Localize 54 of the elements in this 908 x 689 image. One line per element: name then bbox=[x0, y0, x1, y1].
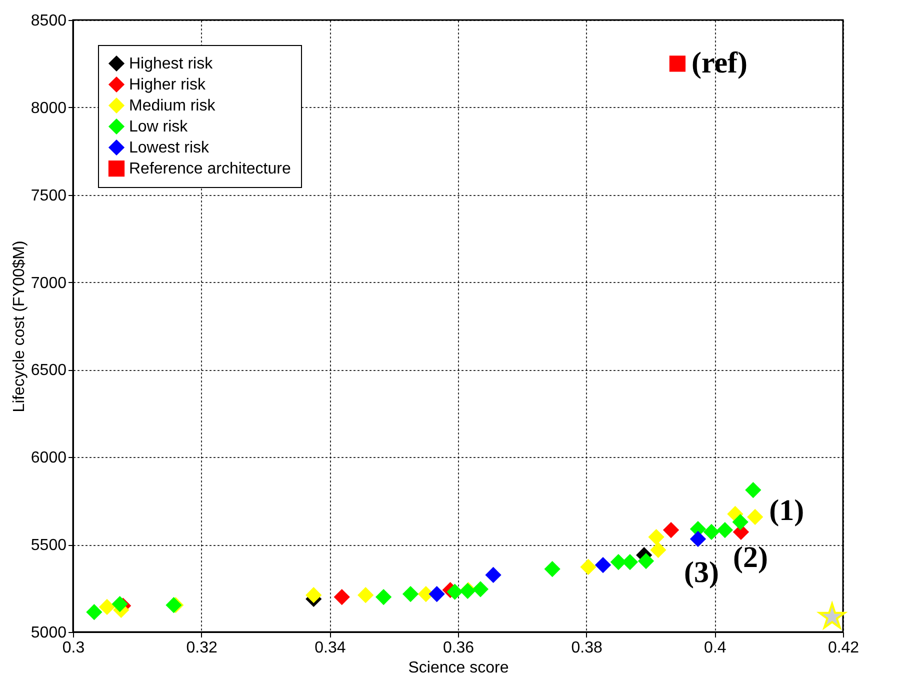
legend-label: Medium risk bbox=[129, 98, 216, 114]
y-tick-label: 8000 bbox=[30, 100, 67, 117]
legend-label: Lowest risk bbox=[129, 140, 210, 156]
point bbox=[358, 587, 374, 604]
point bbox=[428, 586, 445, 602]
annotation: (2) bbox=[732, 540, 768, 574]
y-tick-label: 7000 bbox=[30, 274, 67, 292]
point bbox=[402, 586, 419, 602]
legend-label: Low risk bbox=[129, 118, 189, 136]
point bbox=[594, 556, 612, 574]
point bbox=[112, 596, 128, 612]
legend-label: Reference architecture bbox=[129, 160, 291, 178]
point bbox=[690, 530, 706, 548]
y-tick-label: 5500 bbox=[30, 537, 67, 554]
point bbox=[544, 560, 560, 578]
y-tick-label: 6000 bbox=[30, 450, 67, 467]
point bbox=[648, 528, 664, 546]
point bbox=[650, 542, 666, 558]
x-tick-label: 0.4 bbox=[704, 640, 726, 656]
y-tick-label: 8500 bbox=[30, 12, 67, 30]
point bbox=[703, 524, 720, 540]
annotation: (1) bbox=[769, 494, 804, 527]
point bbox=[732, 514, 748, 530]
y-tick-label: 5000 bbox=[30, 624, 67, 642]
x-axis-title: Science score bbox=[408, 660, 509, 676]
legend-label: Higher risk bbox=[129, 76, 206, 94]
x-tick-label: 0.32 bbox=[186, 640, 218, 656]
legend-label: Highest risk bbox=[129, 56, 214, 72]
x-tick-label: 0.3 bbox=[62, 640, 85, 656]
point bbox=[745, 482, 762, 498]
point bbox=[376, 588, 392, 606]
point bbox=[86, 604, 102, 620]
annotation: (ref) bbox=[691, 46, 748, 80]
point bbox=[580, 558, 596, 576]
y-tick-label: 7500 bbox=[30, 187, 67, 204]
point bbox=[472, 581, 489, 598]
x-tick-label: 0.34 bbox=[314, 640, 346, 656]
point bbox=[669, 56, 686, 72]
point bbox=[306, 587, 322, 604]
x-tick-label: 0.36 bbox=[442, 640, 474, 656]
x-tick-label: 0.38 bbox=[571, 640, 603, 656]
point bbox=[610, 554, 626, 570]
point bbox=[747, 508, 764, 526]
annotation: (3) bbox=[684, 556, 719, 589]
y-axis-title: Lifecycle cost (FY00$M) bbox=[10, 240, 28, 412]
point bbox=[662, 522, 680, 538]
point bbox=[334, 588, 350, 606]
point bbox=[446, 584, 463, 600]
x-tick-label: 0.42 bbox=[828, 640, 860, 656]
point bbox=[716, 522, 733, 538]
point bbox=[98, 598, 116, 616]
point bbox=[638, 552, 654, 570]
y-tick-label: 6500 bbox=[30, 362, 67, 380]
point bbox=[485, 566, 502, 584]
